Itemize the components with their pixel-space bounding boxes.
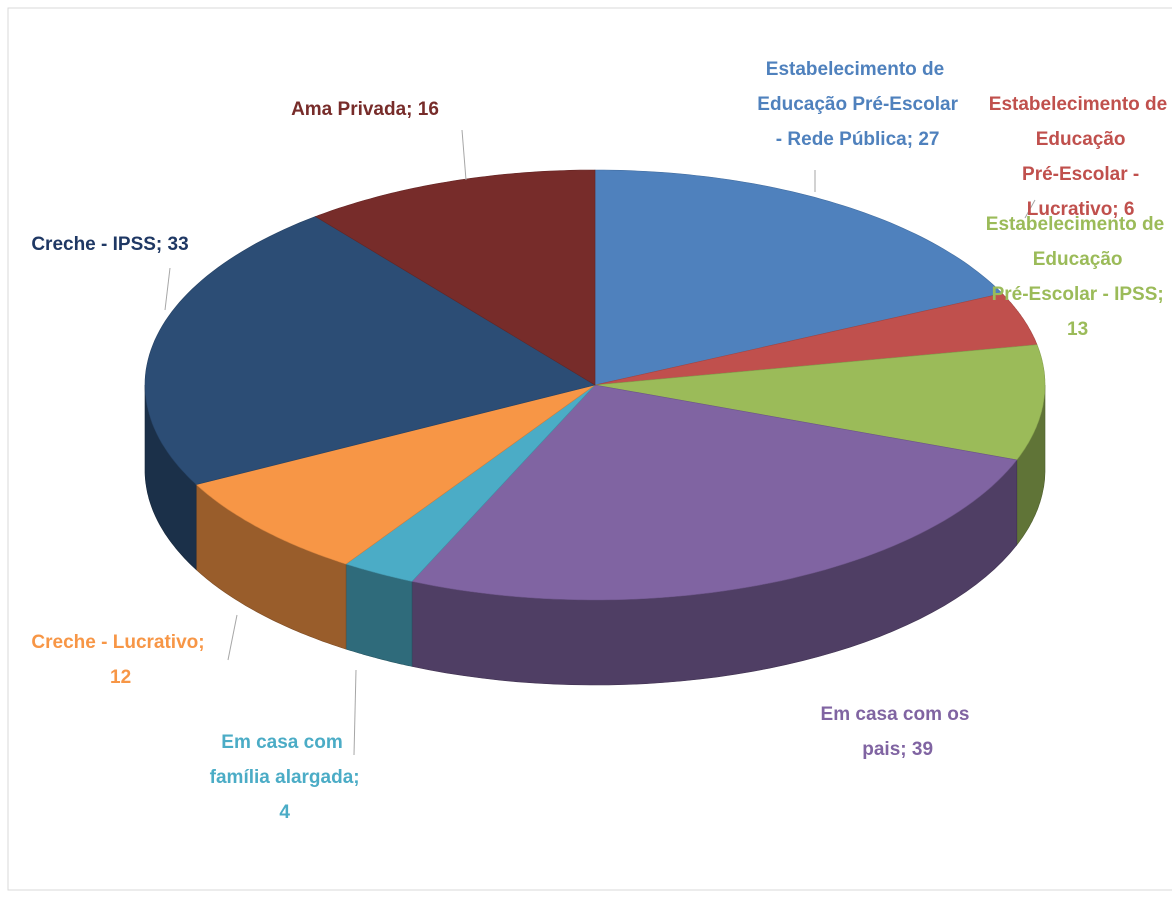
leader-line (164, 267, 171, 311)
data-label: Estabelecimento de Educação Pré-Escolar … (986, 214, 1164, 340)
slice (594, 344, 1046, 461)
data-label: Ama Privada; 16 (291, 99, 439, 120)
slice (594, 169, 1003, 386)
data-label: Creche - Lucrativo; 12 (31, 632, 204, 688)
leader-line (227, 614, 238, 661)
slice (411, 384, 1018, 601)
data-label: Em casa com família alargada; 4 (204, 732, 359, 823)
slice (594, 293, 1038, 386)
data-label: Creche - IPSS; 33 (31, 234, 188, 255)
slice (314, 169, 596, 386)
data-label: Estabelecimento de Educação Pré-Escolar … (989, 94, 1167, 220)
slice (144, 216, 596, 485)
slice (195, 384, 596, 565)
leader-line (461, 129, 467, 181)
slice (345, 384, 596, 582)
leader-line (353, 669, 357, 756)
data-label: Estabelecimento de Educação Pré-Escolar … (752, 59, 959, 150)
data-label: Em casa com os pais; 39 (821, 704, 970, 760)
leader-line (1024, 199, 1036, 219)
